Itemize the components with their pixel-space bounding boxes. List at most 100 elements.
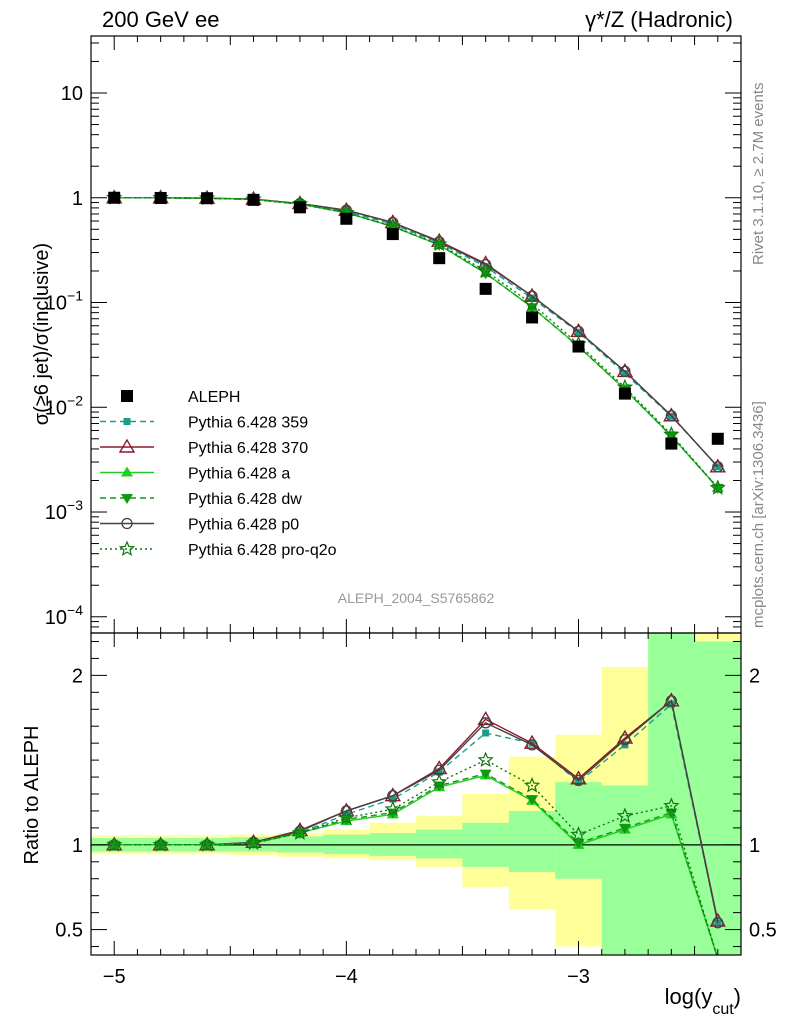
legend-label: Pythia 6.428 359 bbox=[188, 415, 308, 432]
x-axis-title-sub: cut bbox=[712, 1001, 734, 1018]
rivet-note: Rivet 3.1.10, ≥ 2.7M events bbox=[750, 83, 767, 266]
main-point-pythia-6-428-pro-q2o bbox=[477, 262, 494, 278]
y-tick-label-ratio-left: 1 bbox=[72, 835, 83, 857]
main-point-aleph bbox=[108, 191, 121, 204]
main-point-aleph bbox=[154, 191, 167, 204]
ratio-point-pythia-6-428-p0 bbox=[712, 917, 724, 929]
main-point-pythia-6-428-pro-q2o bbox=[523, 295, 541, 311]
main-point-pythia-6-428-p0 bbox=[526, 290, 538, 302]
legend-entry-pythia-6-428-359: Pythia 6.428 359 bbox=[100, 415, 308, 432]
main-point-aleph bbox=[340, 212, 353, 225]
ratio-point-pythia-6-428-pro-q2o bbox=[152, 836, 169, 852]
legend-label: Pythia 6.428 pro-q2o bbox=[188, 542, 337, 559]
main-point-aleph bbox=[711, 432, 724, 445]
ratio-ylabel: Ratio to ALEPH bbox=[21, 726, 43, 865]
legend-marker bbox=[123, 418, 131, 425]
ratio-point-pythia-6-428-dw bbox=[154, 840, 167, 851]
y-tick-label-main: 10−3 bbox=[45, 497, 83, 524]
legend-marker bbox=[118, 438, 136, 453]
axes: −5 −4 −3 10 1 10−1 10−2 10−3 10−4 0.5 0.5 1 1 2 2 bbox=[45, 36, 777, 988]
uncertainty-band-green bbox=[508, 810, 556, 872]
main-point-aleph bbox=[572, 340, 585, 353]
legend-label: Pythia 6.428 370 bbox=[188, 440, 308, 457]
main-line-pythia-6-428-pro-q2o bbox=[114, 197, 719, 489]
legend-entry-pythia-6-428-a: Pythia 6.428 a bbox=[100, 466, 290, 483]
main-point-aleph bbox=[665, 437, 678, 450]
ratio-point-pythia-6-428-p0 bbox=[572, 774, 585, 787]
legend-marker bbox=[121, 517, 133, 530]
uncertainty-band-green bbox=[648, 633, 695, 955]
legend-marker bbox=[118, 540, 136, 556]
uncertainty-band-green bbox=[601, 785, 649, 955]
ratio-point-pythia-6-428-dw bbox=[572, 839, 585, 850]
main-point-aleph bbox=[386, 228, 399, 241]
legend-entry-pythia-6-428-pro-q2o: Pythia 6.428 pro-q2o bbox=[100, 540, 337, 559]
main-point-pythia-6-428-359 bbox=[714, 463, 722, 471]
legend-label: Pythia 6.428 a bbox=[188, 466, 290, 483]
ratio-series-layer bbox=[105, 692, 727, 955]
main-point-pythia-6-428-dw bbox=[711, 483, 724, 494]
legend-marker bbox=[121, 390, 133, 402]
x-tick-label: −4 bbox=[335, 966, 358, 988]
main-point-pythia-6-428-dw bbox=[433, 240, 446, 251]
y-tick-label-ratio-right: 0.5 bbox=[749, 920, 777, 942]
analysis-id: ALEPH_2004_S5765862 bbox=[338, 590, 495, 606]
uncertainty-band-green bbox=[694, 641, 741, 955]
header-left-title: 200 GeV ee bbox=[102, 7, 219, 32]
ratio-point-pythia-6-428-pro-q2o bbox=[245, 834, 262, 851]
ratio-panel-frame bbox=[90, 632, 742, 956]
ratio-point-pythia-6-428-dw bbox=[479, 769, 492, 780]
ratio-point-pythia-6-428-pro-q2o bbox=[663, 797, 680, 813]
x-tick-label: −5 bbox=[103, 966, 126, 988]
ratio-point-pythia-6-428-p0 bbox=[619, 734, 631, 746]
ratio-point-pythia-6-428-dw bbox=[247, 839, 260, 850]
legend-label: ALEPH bbox=[188, 389, 240, 406]
ratio-point-pythia-6-428-pro-q2o bbox=[384, 800, 401, 817]
legend-entry-aleph: ALEPH bbox=[121, 389, 240, 406]
y-tick-label-main: 10 bbox=[61, 83, 83, 105]
main-point-aleph bbox=[293, 201, 306, 214]
main-point-aleph bbox=[526, 311, 539, 324]
legend-entry-pythia-6-428-370: Pythia 6.428 370 bbox=[100, 438, 308, 457]
ratio-point-pythia-6-428-pro-q2o bbox=[431, 773, 448, 790]
y-tick-label-ratio-right: 2 bbox=[749, 665, 760, 687]
legend-entry-pythia-6-428-dw: Pythia 6.428 dw bbox=[100, 491, 302, 508]
ratio-series-pythia-6-428-pro-q2o bbox=[106, 751, 718, 955]
ratio-point-pythia-6-428-dw bbox=[526, 795, 539, 806]
main-ylabel: σ(≥6 jet)/σ(inclusive) bbox=[31, 243, 53, 425]
main-point-pythia-6-428-dw bbox=[386, 222, 399, 233]
legend-marker bbox=[121, 494, 133, 504]
uncertainty-band-green bbox=[416, 829, 463, 859]
legend-label: Pythia 6.428 dw bbox=[188, 491, 302, 508]
legend-label: Pythia 6.428 p0 bbox=[188, 517, 299, 534]
mcplots-note: mcplots.cern.ch [arXiv:1306.3436] bbox=[750, 401, 767, 628]
main-point-aleph bbox=[433, 252, 446, 265]
ratio-point-pythia-6-428-p0 bbox=[479, 717, 492, 729]
uncertainty-band-green bbox=[555, 782, 602, 879]
y-tick-label-main: 10−1 bbox=[45, 288, 83, 315]
ratio-line-pythia-6-428-pro-q2o bbox=[114, 759, 718, 955]
ratio-point-pythia-6-428-pro-q2o bbox=[198, 836, 216, 852]
ratio-point-pythia-6-428-359 bbox=[482, 729, 490, 737]
ratio-point-pythia-6-428-pro-q2o bbox=[477, 751, 494, 768]
ratio-point-pythia-6-428-pro-q2o bbox=[291, 824, 309, 840]
ratio-uncertainty-bands bbox=[91, 633, 741, 955]
ratio-point-pythia-6-428-p0 bbox=[665, 695, 678, 707]
header-right-title: γ*/Z (Hadronic) bbox=[585, 7, 733, 32]
ratio-point-pythia-6-428-pro-q2o bbox=[338, 809, 355, 825]
ratio-point-pythia-6-428-p0 bbox=[526, 739, 538, 751]
x-axis-title-main: log(y bbox=[665, 984, 713, 1009]
ratio-point-pythia-6-428-p0 bbox=[387, 790, 399, 802]
main-point-pythia-6-428-p0 bbox=[712, 461, 724, 473]
ratio-point-pythia-6-428-pro-q2o bbox=[570, 826, 587, 842]
main-point-aleph bbox=[201, 192, 214, 205]
y-tick-label-ratio-left: 2 bbox=[72, 665, 83, 687]
main-point-pythia-6-428-p0 bbox=[665, 410, 678, 422]
y-tick-label-ratio-left: 0.5 bbox=[55, 920, 83, 942]
main-point-aleph bbox=[247, 193, 260, 206]
ratio-point-pythia-6-428-pro-q2o bbox=[523, 776, 541, 793]
main-point-pythia-6-428-359 bbox=[621, 370, 629, 378]
ratio-point-pythia-6-428-pro-q2o bbox=[106, 836, 123, 852]
